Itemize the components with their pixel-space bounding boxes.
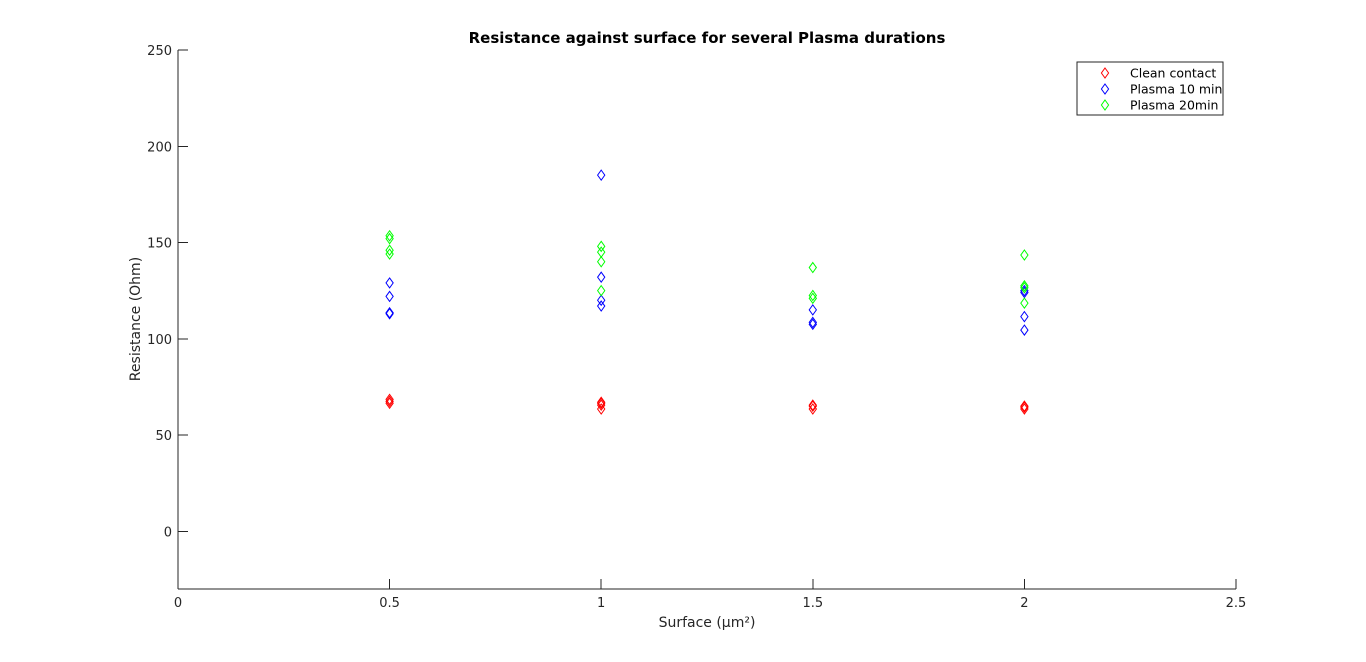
data-point-plasma-20min (808, 261, 818, 274)
legend-entry-clean-contact: Clean contact (1130, 66, 1216, 81)
data-point-plasma-20min (1020, 249, 1029, 261)
legend-marker-clean-contact (1100, 67, 1110, 79)
y-tick-label: 100 (147, 333, 172, 348)
x-axis-label: Surface (µm²) (659, 615, 756, 631)
data-point-clean-contact (385, 393, 394, 406)
data-point-plasma-10-min (1020, 324, 1029, 336)
data-point-clean-contact (808, 400, 818, 412)
data-point-plasma-10-min (596, 271, 606, 284)
x-tick-label: 2.5 (1226, 596, 1247, 611)
data-point-plasma-20min (385, 229, 394, 242)
data-point-clean-contact (808, 403, 818, 415)
data-point-plasma-20min (385, 244, 394, 257)
data-point-plasma-10-min (385, 277, 394, 289)
data-point-plasma-10-min (385, 307, 394, 320)
data-point-clean-contact (808, 399, 818, 412)
data-point-plasma-20min (385, 248, 394, 260)
y-tick-label: 250 (147, 44, 172, 59)
data-point-plasma-10-min (596, 294, 606, 307)
data-point-clean-contact (596, 397, 606, 410)
y-axis-ticks: 0 50 100 150 200 250 (147, 44, 188, 540)
data-point-plasma-20min (596, 240, 606, 253)
data-point-plasma-10-min (596, 169, 606, 181)
data-point-plasma-10-min (596, 300, 606, 312)
data-point-plasma-20min (808, 289, 818, 302)
y-tick-label: 0 (164, 525, 172, 540)
y-tick-label: 200 (147, 140, 172, 155)
y-tick-label: 50 (155, 429, 172, 444)
data-point-plasma-20min (1020, 279, 1029, 292)
y-tick-label: 150 (147, 237, 172, 252)
x-tick-label: 0.5 (379, 596, 400, 611)
legend-marker-plasma-10-min (1100, 83, 1110, 95)
data-markers (385, 169, 1029, 415)
x-tick-label: 1 (597, 596, 605, 611)
data-point-plasma-10-min (385, 306, 394, 319)
data-point-clean-contact (385, 395, 394, 408)
data-point-plasma-20min (808, 292, 818, 305)
data-point-plasma-20min (596, 284, 606, 297)
data-point-plasma-10-min (808, 304, 818, 316)
x-tick-label: 1.5 (802, 596, 823, 611)
y-axis-label: Resistance (Ohm) (128, 257, 144, 381)
data-point-plasma-20min (1020, 281, 1029, 294)
data-point-clean-contact (1020, 401, 1029, 413)
x-tick-label: 0 (174, 596, 182, 611)
plot-area: 0 50 100 150 200 250 0 0.5 1 1.5 2 2.5 (147, 44, 1246, 611)
legend-entry-plasma-10-min: Plasma 10 min (1130, 82, 1222, 97)
data-point-plasma-20min (1020, 297, 1029, 309)
data-point-plasma-10-min (385, 290, 394, 303)
legend-marker-plasma-20min (1100, 99, 1110, 111)
data-point-plasma-20min (596, 255, 606, 268)
data-point-clean-contact (1020, 400, 1029, 412)
data-point-plasma-10-min (808, 316, 818, 329)
data-point-plasma-10-min (1020, 310, 1029, 323)
data-point-plasma-10-min (808, 318, 818, 331)
data-point-plasma-20min (385, 232, 394, 245)
legend-entry-plasma-20min: Plasma 20min (1130, 98, 1218, 113)
x-tick-label: 2 (1020, 596, 1028, 611)
data-point-plasma-20min (596, 246, 606, 258)
x-axis-ticks: 0 0.5 1 1.5 2 2.5 (174, 579, 1246, 611)
data-point-clean-contact (596, 396, 606, 409)
chart-title: Resistance against surface for several P… (469, 29, 946, 47)
